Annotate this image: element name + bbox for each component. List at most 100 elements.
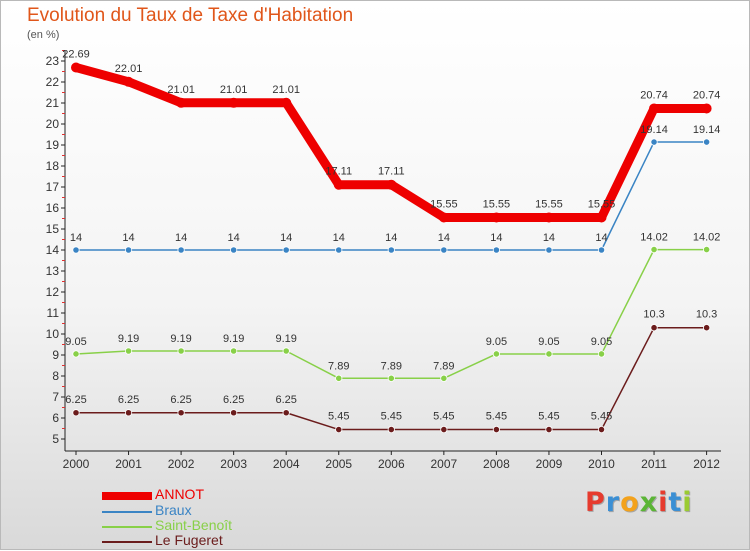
data-label-annot: 22.69 bbox=[62, 49, 90, 61]
x-tick-label: 2002 bbox=[168, 457, 195, 471]
data-point-saint-beno-t bbox=[387, 374, 395, 382]
data-point-le-fugeret bbox=[124, 409, 133, 417]
y-tick-label: 22 bbox=[46, 75, 60, 89]
data-point-annot bbox=[491, 212, 502, 223]
data-label-saint-beno-t: 7.89 bbox=[328, 360, 349, 372]
x-tick-label: 2000 bbox=[63, 457, 90, 471]
data-label-le-fugeret: 6.25 bbox=[170, 394, 191, 406]
data-point-braux bbox=[650, 138, 658, 146]
x-tick-label: 2012 bbox=[693, 457, 720, 471]
data-label-braux: 14 bbox=[543, 232, 555, 244]
y-tick-label: 16 bbox=[46, 201, 60, 215]
data-point-saint-beno-t bbox=[650, 245, 658, 254]
legend-swatch-saint-benoit bbox=[102, 526, 152, 528]
data-point-saint-beno-t bbox=[335, 374, 343, 382]
data-label-le-fugeret: 5.45 bbox=[486, 411, 507, 423]
data-label-annot: 21.01 bbox=[220, 84, 248, 96]
data-label-annot: 20.74 bbox=[640, 89, 668, 101]
y-tick-label: 5 bbox=[52, 432, 59, 446]
data-point-braux bbox=[282, 246, 290, 254]
data-label-saint-beno-t: 9.05 bbox=[486, 336, 507, 348]
data-point-le-fugeret bbox=[230, 409, 238, 417]
data-point-saint-beno-t bbox=[124, 347, 133, 355]
legend-swatch-annot bbox=[102, 492, 152, 500]
y-tick-label: 9 bbox=[52, 348, 59, 362]
data-label-braux: 19.14 bbox=[640, 124, 668, 136]
data-point-saint-beno-t bbox=[545, 350, 553, 358]
legend-label-braux: Braux bbox=[155, 502, 192, 518]
data-point-braux bbox=[702, 138, 711, 146]
data-point-braux bbox=[440, 246, 448, 254]
data-point-annot bbox=[596, 212, 607, 223]
data-label-braux: 14 bbox=[333, 232, 345, 244]
logo-letter: t bbox=[668, 487, 683, 518]
y-tick-label: 13 bbox=[46, 264, 60, 278]
y-tick-label: 23 bbox=[46, 54, 60, 68]
chart-subtitle: (en %) bbox=[27, 29, 60, 41]
x-tick-label: 2009 bbox=[536, 457, 563, 471]
x-tick-label: 2007 bbox=[430, 457, 457, 471]
data-point-annot bbox=[281, 97, 292, 108]
data-label-le-fugeret: 6.25 bbox=[223, 394, 244, 406]
y-tick-label: 21 bbox=[46, 96, 60, 110]
proxiti-logo: Proxiti bbox=[585, 487, 693, 518]
data-label-braux: 14 bbox=[595, 232, 607, 244]
logo-letter: o bbox=[620, 487, 640, 518]
data-point-braux bbox=[72, 246, 80, 254]
data-label-annot: 17.11 bbox=[378, 166, 405, 178]
y-tick-label: 15 bbox=[46, 222, 60, 236]
y-tick-label: 19 bbox=[46, 138, 60, 152]
data-point-le-fugeret bbox=[650, 324, 658, 332]
data-point-le-fugeret bbox=[597, 425, 606, 434]
y-tick-label: 20 bbox=[46, 117, 60, 131]
data-label-braux: 14 bbox=[175, 232, 187, 244]
logo-letter: r bbox=[605, 487, 621, 518]
data-label-le-fugeret: 5.45 bbox=[591, 411, 612, 423]
data-point-le-fugeret bbox=[702, 324, 711, 332]
data-point-saint-beno-t bbox=[282, 347, 290, 355]
data-point-annot bbox=[176, 97, 187, 108]
data-label-saint-beno-t: 9.19 bbox=[118, 333, 139, 345]
data-point-braux bbox=[177, 246, 185, 254]
logo-letter: i bbox=[658, 487, 669, 518]
x-tick-label: 2005 bbox=[325, 457, 352, 471]
data-point-le-fugeret bbox=[387, 425, 395, 434]
data-point-annot bbox=[228, 97, 239, 108]
data-label-le-fugeret: 10.3 bbox=[643, 309, 664, 321]
logo-letter: P bbox=[585, 487, 606, 518]
y-tick-label: 8 bbox=[52, 369, 59, 383]
data-point-saint-beno-t bbox=[702, 245, 711, 254]
data-label-le-fugeret: 6.25 bbox=[118, 394, 139, 406]
data-label-saint-beno-t: 9.05 bbox=[65, 336, 86, 348]
data-label-braux: 14 bbox=[228, 232, 240, 244]
data-label-saint-beno-t: 9.19 bbox=[170, 333, 191, 345]
logo-letter: x bbox=[639, 487, 659, 518]
data-label-braux: 14 bbox=[385, 232, 397, 244]
x-tick-label: 2006 bbox=[378, 457, 405, 471]
x-tick-label: 2001 bbox=[115, 457, 142, 471]
data-point-le-fugeret bbox=[545, 425, 553, 434]
data-point-saint-beno-t bbox=[230, 347, 238, 355]
x-tick-label: 2008 bbox=[483, 457, 510, 471]
data-label-saint-beno-t: 14.02 bbox=[693, 232, 721, 244]
data-label-le-fugeret: 5.45 bbox=[538, 411, 559, 423]
data-point-le-fugeret bbox=[282, 409, 290, 417]
data-label-annot: 17.11 bbox=[325, 166, 352, 178]
x-tick-label: 2011 bbox=[641, 457, 667, 471]
logo-letter: i bbox=[682, 487, 693, 518]
legend-swatch-braux bbox=[102, 511, 152, 513]
legend-label-saint-benoit: Saint-Benoît bbox=[155, 517, 233, 533]
series-line-saint-beno-t bbox=[75, 248, 708, 380]
y-tick-label: 10 bbox=[46, 327, 60, 341]
data-point-annot bbox=[701, 103, 712, 114]
data-label-braux: 14 bbox=[280, 232, 292, 244]
y-tick-label: 17 bbox=[46, 180, 60, 194]
data-label-saint-beno-t: 7.89 bbox=[381, 360, 402, 372]
data-label-annot: 20.74 bbox=[693, 89, 721, 101]
legend-label-annot: ANNOT bbox=[155, 486, 204, 502]
data-point-le-fugeret bbox=[72, 409, 80, 417]
data-label-le-fugeret: 5.45 bbox=[381, 411, 402, 423]
data-point-annot bbox=[543, 212, 554, 223]
